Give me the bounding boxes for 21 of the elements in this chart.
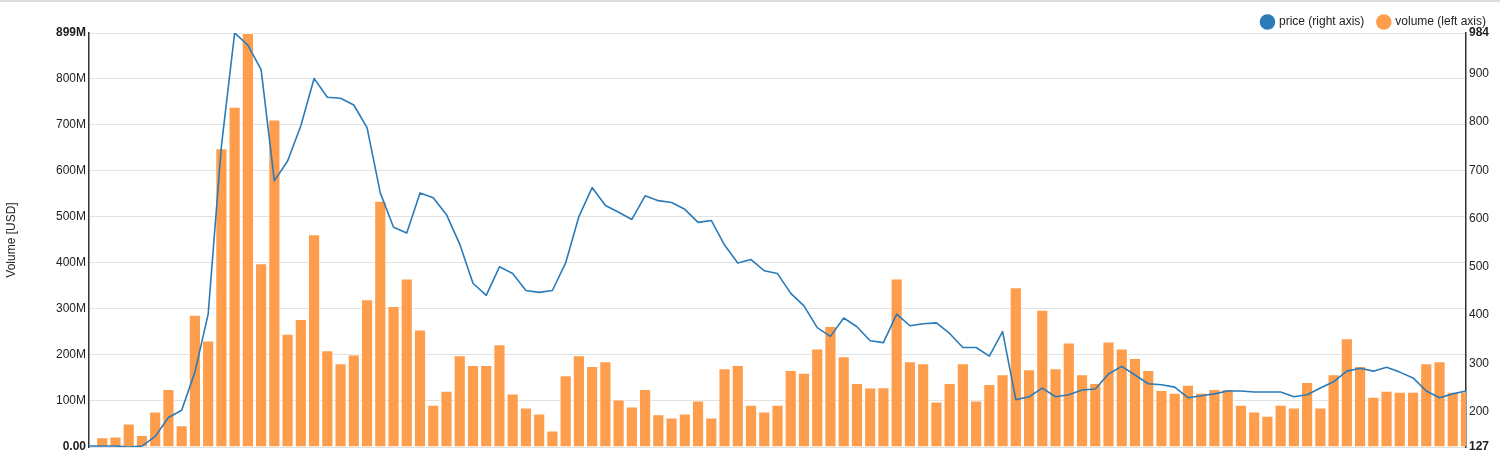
y2-tick-label: 300: [1469, 355, 1490, 370]
y-tick-label: 400M: [55, 255, 86, 270]
legend-label: price (right axis): [1278, 14, 1365, 29]
y2-tick-label: 900: [1469, 65, 1490, 80]
y-axis-title: Volume [USD]: [3, 202, 18, 278]
y2-tick-label: 127: [1469, 439, 1490, 454]
y-tick-label: 700M: [55, 116, 86, 131]
y-tick-label: 0.00: [62, 439, 87, 454]
y-tick-label: 500M: [55, 209, 86, 224]
y2-tick-label: 800: [1469, 114, 1490, 129]
y2-tick-label: 400: [1469, 307, 1490, 322]
y2-tick-label: 600: [1469, 210, 1490, 225]
y-tick-label: 899M: [55, 25, 86, 40]
y2-tick-label: 700: [1469, 162, 1490, 177]
y-tick-label: 100M: [55, 393, 86, 408]
y-tick-label: 800M: [55, 70, 86, 85]
y2-tick-label: 200: [1469, 404, 1490, 419]
y-tick-label: 600M: [55, 163, 86, 178]
y-tick-label: 300M: [55, 301, 86, 316]
y-tick-label: 200M: [55, 347, 86, 362]
y2-tick-label: 500: [1469, 259, 1490, 274]
